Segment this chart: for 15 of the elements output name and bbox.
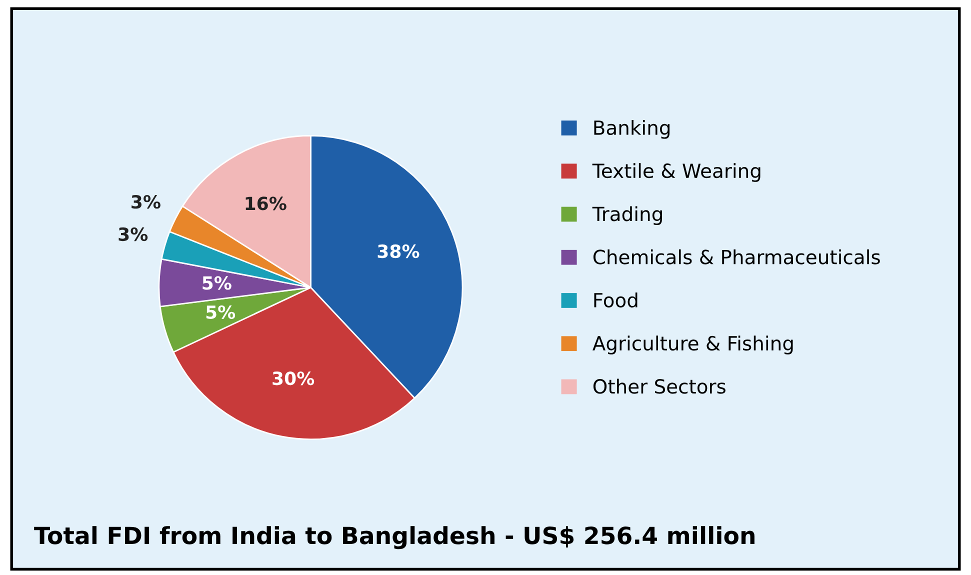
legend-label: Textile & Wearing — [592, 163, 760, 182]
legend-label: Trading — [592, 206, 662, 226]
data-label: 16% — [246, 196, 286, 210]
data-label: 38% — [378, 244, 420, 258]
text: Total FDI from India to Bangladesh - US$ 256.4 million — [34, 526, 754, 550]
legend-label: Chemicals & Pharmaceuticals — [593, 249, 880, 264]
legend-label: Agriculture & Fishing — [592, 336, 793, 354]
data-label: 3% — [118, 227, 148, 242]
legend-label: Other Sectors — [593, 378, 726, 394]
data-label: 30% — [272, 372, 314, 386]
legend-label: Food — [594, 292, 638, 308]
data-label: 5% — [202, 276, 232, 290]
data-label: 3% — [132, 195, 160, 209]
data-label: 5% — [206, 305, 236, 319]
legend-label: Banking — [594, 120, 670, 139]
